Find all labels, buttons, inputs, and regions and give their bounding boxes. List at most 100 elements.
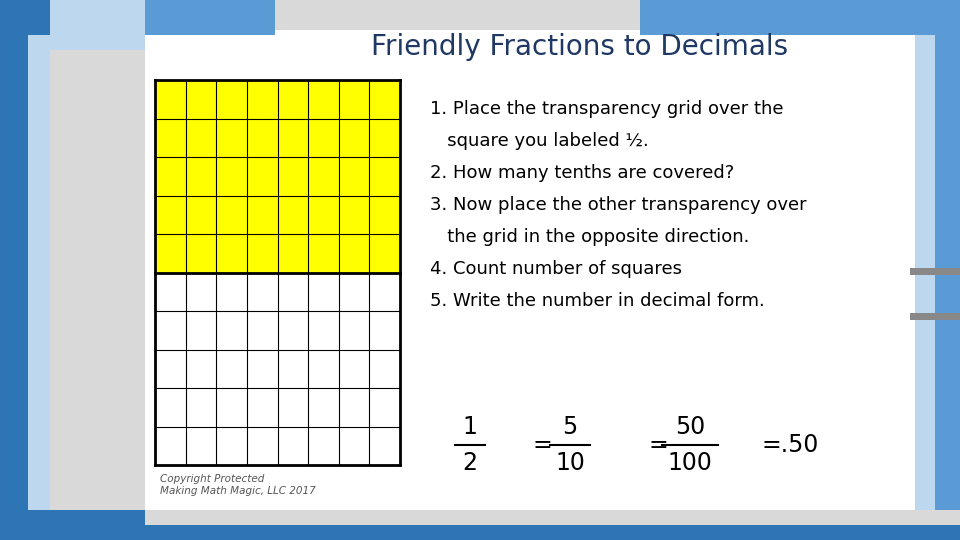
Bar xyxy=(0,525,960,540)
Text: =.50: =.50 xyxy=(761,433,819,457)
Bar xyxy=(247,157,277,195)
Text: 50: 50 xyxy=(675,415,706,439)
Bar xyxy=(277,388,308,427)
Bar xyxy=(277,118,308,157)
Bar xyxy=(308,80,339,118)
Bar xyxy=(339,157,370,195)
Bar xyxy=(277,80,308,118)
Bar xyxy=(277,157,308,195)
Text: Friendly Fractions to Decimals: Friendly Fractions to Decimals xyxy=(372,33,788,61)
Bar xyxy=(308,118,339,157)
Bar xyxy=(216,195,247,234)
Bar xyxy=(185,157,216,195)
Text: Copyright Protected
Making Math Magic, LLC 2017: Copyright Protected Making Math Magic, L… xyxy=(160,474,316,496)
Bar xyxy=(370,195,400,234)
Bar xyxy=(339,311,370,349)
Bar xyxy=(247,195,277,234)
Bar xyxy=(0,0,960,20)
Text: 100: 100 xyxy=(667,451,712,475)
Bar xyxy=(910,313,960,320)
Text: 1: 1 xyxy=(463,415,477,439)
Bar xyxy=(0,510,145,525)
Bar xyxy=(185,118,216,157)
Bar xyxy=(339,80,370,118)
Bar xyxy=(308,234,339,273)
Bar xyxy=(277,311,308,349)
Text: square you labeled ½.: square you labeled ½. xyxy=(430,132,649,150)
Bar xyxy=(277,273,308,311)
Text: =: = xyxy=(648,433,668,457)
Bar xyxy=(0,0,145,35)
Bar xyxy=(339,234,370,273)
Bar xyxy=(155,427,185,465)
Bar xyxy=(185,311,216,349)
Bar xyxy=(339,118,370,157)
Bar xyxy=(935,30,960,510)
Bar xyxy=(185,388,216,427)
Bar xyxy=(216,80,247,118)
Bar xyxy=(216,234,247,273)
Bar xyxy=(277,234,308,273)
Bar xyxy=(370,273,400,311)
Bar xyxy=(216,118,247,157)
Bar xyxy=(247,234,277,273)
Bar xyxy=(339,195,370,234)
Bar xyxy=(155,118,185,157)
Bar xyxy=(145,30,915,510)
Bar xyxy=(247,273,277,311)
Bar xyxy=(50,0,145,50)
Text: 2: 2 xyxy=(463,451,477,475)
Bar xyxy=(155,80,185,118)
Bar xyxy=(308,349,339,388)
Bar xyxy=(155,349,185,388)
Bar xyxy=(910,268,960,275)
Bar xyxy=(277,427,308,465)
Text: 5. Write the number in decimal form.: 5. Write the number in decimal form. xyxy=(430,292,765,310)
Bar xyxy=(216,273,247,311)
Bar xyxy=(155,273,185,311)
Bar xyxy=(308,273,339,311)
Bar xyxy=(155,388,185,427)
Bar xyxy=(370,157,400,195)
Bar xyxy=(0,0,28,540)
Bar xyxy=(145,510,915,525)
Bar xyxy=(145,0,275,35)
Bar xyxy=(185,349,216,388)
Bar xyxy=(247,118,277,157)
Bar xyxy=(308,195,339,234)
Bar xyxy=(216,427,247,465)
Text: 2. How many tenths are covered?: 2. How many tenths are covered? xyxy=(430,164,734,182)
Bar xyxy=(339,427,370,465)
Bar xyxy=(370,118,400,157)
Bar xyxy=(185,195,216,234)
Bar xyxy=(370,311,400,349)
Bar xyxy=(247,349,277,388)
Bar xyxy=(185,273,216,311)
Bar xyxy=(339,273,370,311)
Bar xyxy=(339,388,370,427)
Bar xyxy=(370,388,400,427)
Bar xyxy=(915,30,960,510)
Bar xyxy=(308,427,339,465)
Bar xyxy=(185,427,216,465)
Bar xyxy=(308,157,339,195)
Text: 3. Now place the other transparency over: 3. Now place the other transparency over xyxy=(430,196,806,214)
Text: 4. Count number of squares: 4. Count number of squares xyxy=(430,260,682,278)
Text: 1. Place the transparency grid over the: 1. Place the transparency grid over the xyxy=(430,100,783,118)
Bar xyxy=(640,0,960,35)
Bar xyxy=(185,80,216,118)
Bar xyxy=(370,427,400,465)
Bar xyxy=(145,0,915,30)
Text: 10: 10 xyxy=(555,451,585,475)
Bar xyxy=(216,157,247,195)
Bar xyxy=(370,80,400,118)
Bar xyxy=(247,427,277,465)
Bar xyxy=(339,349,370,388)
Bar xyxy=(370,349,400,388)
Bar xyxy=(216,388,247,427)
Bar xyxy=(277,349,308,388)
Bar xyxy=(155,234,185,273)
Bar xyxy=(216,349,247,388)
Text: =: = xyxy=(532,433,552,457)
Bar xyxy=(308,311,339,349)
